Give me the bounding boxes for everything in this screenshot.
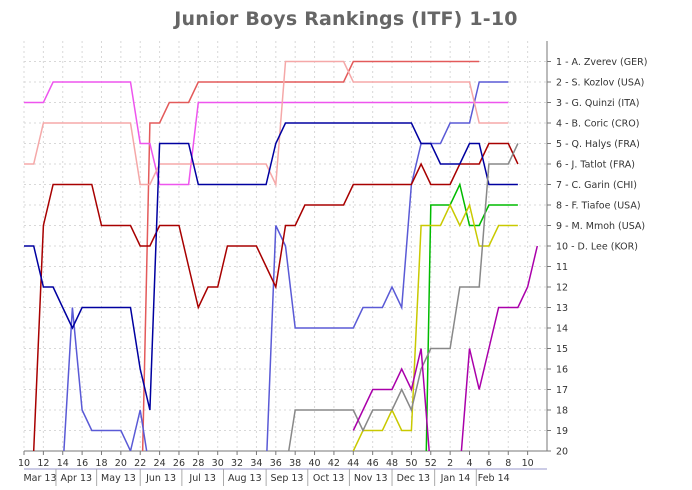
x-tick-label: 34 <box>250 458 262 469</box>
x-tick-label: 20 <box>115 458 127 469</box>
series-line-10 <box>352 245 539 451</box>
legend-entry: 3 - G. Quinzi (ITA) <box>556 98 640 109</box>
x-tick-label: 40 <box>309 458 321 469</box>
x-tick-label: 10 <box>18 458 30 469</box>
series-line-5 <box>32 142 519 451</box>
y-tick-label: 20 <box>556 447 568 458</box>
month-label: Jun 13 <box>145 473 176 484</box>
x-tick-label: 12 <box>37 458 49 469</box>
x-tick-label: 30 <box>212 458 224 469</box>
month-label: Nov 13 <box>354 473 388 484</box>
legend-entry: 10 - D. Lee (KOR) <box>556 242 638 253</box>
x-tick-label: 6 <box>486 458 492 469</box>
legend-entry: 6 - J. Tatlot (FRA) <box>556 160 635 171</box>
y-tick-label: 15 <box>556 344 568 355</box>
series-line-1 <box>141 60 480 451</box>
y-tick-label: 13 <box>556 303 568 314</box>
x-tick-label: 52 <box>425 458 437 469</box>
legend-entry: 1 - A. Zverev (GER) <box>556 57 647 68</box>
month-label: Aug 13 <box>228 473 262 484</box>
x-tick-label: 22 <box>134 458 146 469</box>
chart-title: Junior Boys Rankings (ITF) 1-10 <box>174 8 518 30</box>
x-tick-label: 32 <box>231 458 243 469</box>
series-line-7 <box>425 182 518 451</box>
month-label: Oct 13 <box>313 473 345 484</box>
y-tick-label: 16 <box>556 365 568 376</box>
month-label: Jan 14 <box>440 473 471 484</box>
x-tick-label: 28 <box>192 458 204 469</box>
month-label: Dec 13 <box>397 473 431 484</box>
axis-layer: 10 12 14 16 18 20 22 24 26 28 30 32 34 36 38 40 42 44 46 48… <box>18 451 547 486</box>
month-label: Mar 13 <box>23 473 56 484</box>
legend-entry: 5 - Q. Halys (FRA) <box>556 139 640 150</box>
y-tick-label: 19 <box>556 426 568 437</box>
legend-entry: 8 - F. Tiafoe (USA) <box>556 201 641 212</box>
x-tick-label: 46 <box>367 458 379 469</box>
month-label: Apr 13 <box>61 473 93 484</box>
x-tick-label: 2 <box>447 458 453 469</box>
y-tick-label: 17 <box>556 385 568 396</box>
y-tick-label: 18 <box>556 406 568 417</box>
x-tick-label: 4 <box>466 458 472 469</box>
month-label: Jul 13 <box>188 473 216 484</box>
right-axis-labels: 1 - A. Zverev (GER) 2 - S. Kozlov (USA) 3 … <box>547 57 647 458</box>
x-tick-label: 36 <box>270 458 282 469</box>
x-tick-label: 48 <box>386 458 398 469</box>
y-tick-label: 14 <box>556 324 568 335</box>
series-line-6 <box>24 122 518 411</box>
x-tick-label: 50 <box>405 458 417 469</box>
month-label: Sep 13 <box>270 473 303 484</box>
legend-entry: 2 - S. Kozlov (USA) <box>556 78 644 89</box>
x-tick-label: 14 <box>57 458 69 469</box>
x-tick-label: 26 <box>173 458 185 469</box>
x-tick-label: 44 <box>347 458 359 469</box>
x-tick-label: 16 <box>76 458 88 469</box>
series-line-3 <box>24 81 509 186</box>
series-line-4 <box>24 60 509 188</box>
x-tick-label: 24 <box>154 458 166 469</box>
y-tick-label: 11 <box>556 262 568 273</box>
x-tick-label: 38 <box>289 458 301 469</box>
grid-lines <box>23 41 547 452</box>
legend-entry: 9 - M. Mmoh (USA) <box>556 221 645 232</box>
series-layer <box>24 60 539 451</box>
month-label: Feb 14 <box>478 473 510 484</box>
x-tick-label: 10 <box>522 458 534 469</box>
month-label: May 13 <box>101 473 136 484</box>
y-tick-label: 12 <box>556 283 568 294</box>
x-tick-label: 8 <box>505 458 511 469</box>
x-tick-label: 42 <box>328 458 340 469</box>
x-tick-label: 18 <box>95 458 107 469</box>
series-line-2 <box>63 81 509 451</box>
series-line-8 <box>352 202 518 451</box>
legend-entry: 4 - B. Coric (CRO) <box>556 119 639 130</box>
legend-entry: 7 - C. Garin (CHI) <box>556 180 637 191</box>
